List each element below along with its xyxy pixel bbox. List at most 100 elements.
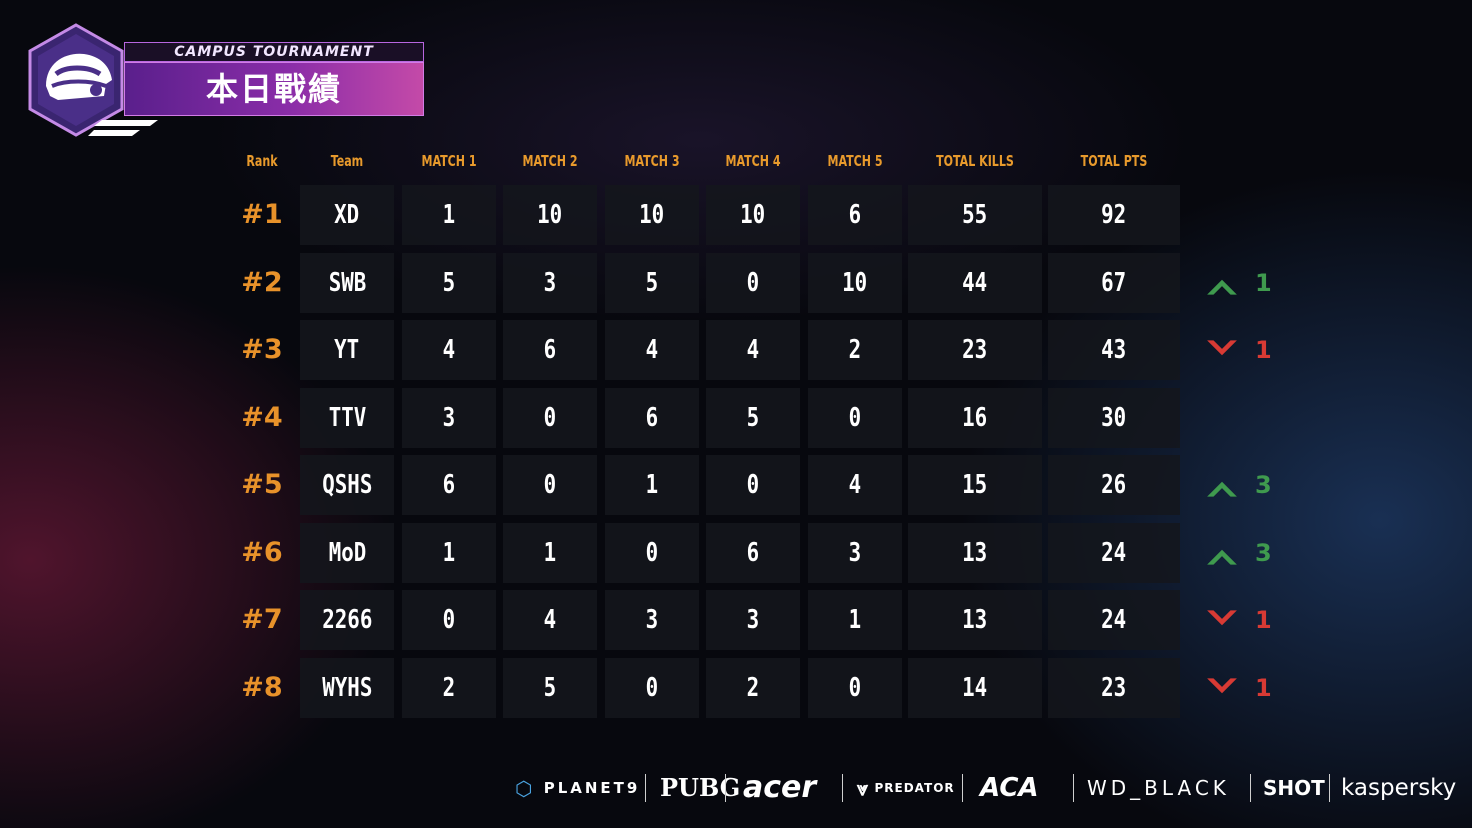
rank-label: #3 (241, 334, 283, 365)
m2-value: 1 (543, 538, 557, 568)
rank-label: #1 (241, 199, 283, 230)
rank-change-value: 3 (1255, 539, 1272, 567)
team-value: QSHS (321, 470, 373, 500)
m1-value: 6 (442, 470, 456, 500)
header-match-2: MATCH 2 (522, 152, 578, 170)
m1-cell: 5 (402, 253, 496, 313)
pts-cell: 30 (1048, 388, 1180, 448)
team-name-cell: MoD (300, 523, 394, 583)
m3-cell: 5 (605, 253, 699, 313)
m5-cell: 4 (808, 455, 902, 515)
rank-change: 1 (1205, 253, 1285, 313)
m1-value: 1 (442, 538, 456, 568)
m5-value: 0 (848, 673, 862, 703)
m1-value: 3 (442, 403, 456, 433)
m3-value: 0 (645, 673, 659, 703)
pts-value: 67 (1101, 268, 1127, 298)
m1-cell: 0 (402, 590, 496, 650)
m4-cell: 2 (706, 658, 800, 718)
m1-cell: 1 (402, 185, 496, 245)
m4-value: 3 (746, 605, 760, 635)
m4-value: 2 (746, 673, 760, 703)
m2-cell: 0 (503, 388, 597, 448)
arrow-up-icon (1207, 549, 1237, 565)
m3-value: 1 (645, 470, 659, 500)
rank-change: 3 (1205, 523, 1285, 583)
pts-value: 26 (1101, 470, 1127, 500)
m2-value: 0 (543, 403, 557, 433)
kills-value: 15 (962, 470, 988, 500)
sponsor-pubg-logo: PUBG (660, 773, 741, 802)
sponsor-shot-logo: SHOT (1263, 776, 1325, 800)
arrow-down-icon (1207, 610, 1237, 626)
m1-value: 2 (442, 673, 456, 703)
kills-cell: 16 (908, 388, 1042, 448)
arrow-down-icon (1207, 340, 1237, 356)
pts-cell: 24 (1048, 523, 1180, 583)
rank-label: #7 (241, 604, 283, 635)
m3-cell: 3 (605, 590, 699, 650)
kills-cell: 44 (908, 253, 1042, 313)
m4-cell: 3 (706, 590, 800, 650)
m4-cell: 10 (706, 185, 800, 245)
m4-value: 6 (746, 538, 760, 568)
m1-cell: 6 (402, 455, 496, 515)
m5-cell: 2 (808, 320, 902, 380)
m1-cell: 1 (402, 523, 496, 583)
m2-cell: 5 (503, 658, 597, 718)
rank-label: #6 (241, 537, 283, 568)
m4-value: 4 (746, 335, 760, 365)
team-value: 2266 (321, 605, 373, 635)
header-match-5: MATCH 5 (827, 152, 883, 170)
page-title: 本日戰績 (124, 62, 424, 116)
m5-value: 6 (848, 200, 862, 230)
arrow-up-icon (1207, 481, 1237, 497)
rank-change: 1 (1205, 320, 1285, 380)
m2-value: 0 (543, 470, 557, 500)
kills-value: 23 (962, 335, 988, 365)
team-name-cell: XD (300, 185, 394, 245)
m2-value: 3 (543, 268, 557, 298)
m3-value: 0 (645, 538, 659, 568)
rank-change: 3 (1205, 455, 1285, 515)
team-name-cell: SWB (300, 253, 394, 313)
pts-cell: 26 (1048, 455, 1180, 515)
m1-cell: 3 (402, 388, 496, 448)
rank-label: #4 (241, 402, 283, 433)
m3-cell: 6 (605, 388, 699, 448)
sponsor-bar: ⬡ PLANET9 PUBG acer ⩔ PREDATOR ACA WD_BL… (515, 768, 1460, 808)
kills-cell: 55 (908, 185, 1042, 245)
arrow-up-icon (1207, 279, 1237, 295)
m2-cell: 3 (503, 253, 597, 313)
m5-cell: 0 (808, 388, 902, 448)
m2-cell: 4 (503, 590, 597, 650)
header-total-pts: TOTAL PTS (1080, 152, 1148, 170)
team-name-cell: 2266 (300, 590, 394, 650)
rank-label: #5 (241, 469, 283, 500)
m2-value: 4 (543, 605, 557, 635)
arrow-down-icon (1207, 678, 1237, 694)
pts-value: 24 (1101, 605, 1127, 635)
pts-cell: 67 (1048, 253, 1180, 313)
m5-value: 2 (848, 335, 862, 365)
kills-cell: 23 (908, 320, 1042, 380)
m4-value: 5 (746, 403, 760, 433)
m5-cell: 6 (808, 185, 902, 245)
sponsor-wdblack-logo: WD_BLACK (1087, 776, 1230, 800)
rank-change: 1 (1205, 590, 1285, 650)
pts-value: 23 (1101, 673, 1127, 703)
rank-change-value: 1 (1255, 269, 1272, 297)
m3-cell: 10 (605, 185, 699, 245)
tournament-subtitle: CAMPUS TOURNAMENT (124, 42, 424, 62)
tournament-logo (26, 22, 126, 138)
m4-value: 0 (746, 470, 760, 500)
rank-change-value: 3 (1255, 471, 1272, 499)
m2-cell: 1 (503, 523, 597, 583)
team-name-cell: TTV (300, 388, 394, 448)
team-value: MoD (328, 538, 366, 568)
rank-change: 1 (1205, 658, 1285, 718)
m1-value: 0 (442, 605, 456, 635)
m4-cell: 5 (706, 388, 800, 448)
header-rank: Rank (246, 152, 278, 170)
header-match-3: MATCH 3 (624, 152, 680, 170)
